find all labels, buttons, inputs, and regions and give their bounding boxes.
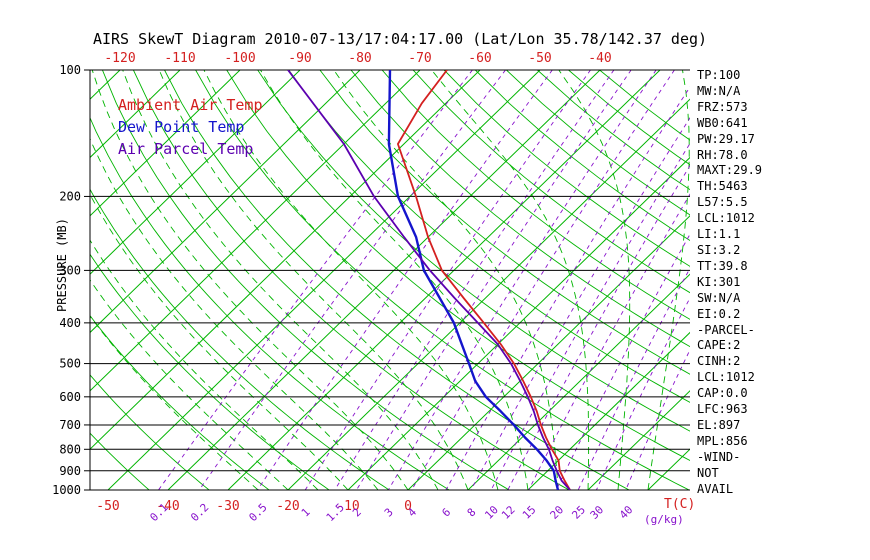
svg-text:0.5: 0.5 — [246, 501, 269, 524]
parcel-curve — [287, 70, 571, 490]
svg-text:700: 700 — [59, 418, 81, 432]
stats-line: SW:N/A — [697, 290, 741, 305]
legend-air-parcel-temp: Air Parcel Temp — [118, 140, 254, 158]
stats-line: CAPE:2 — [697, 338, 741, 353]
stats-line: NOT — [697, 465, 719, 480]
dewpoint-curve — [387, 70, 560, 490]
svg-text:1: 1 — [299, 506, 313, 520]
stats-line: TP:100 — [697, 68, 741, 82]
stats-line: FRZ:573 — [697, 99, 748, 114]
stats-line: AVAIL — [697, 481, 734, 496]
stats-line: WB0:641 — [697, 115, 748, 130]
stats-line: TT:39.8 — [697, 258, 748, 273]
pressure-gridlines — [84, 69, 690, 491]
stats-line: EL:897 — [697, 417, 741, 432]
bottom-axis-labels: -50 -40 -30 -20 -10 0 — [96, 499, 412, 514]
dry-adiabat-lines — [90, 70, 690, 490]
svg-text:30: 30 — [588, 503, 607, 522]
svg-text:-50: -50 — [528, 51, 551, 66]
svg-text:-110: -110 — [164, 51, 195, 66]
stats-line: LI:1.1 — [697, 227, 741, 242]
svg-text:-20: -20 — [276, 499, 299, 514]
stats-line: KI:301 — [697, 274, 741, 289]
svg-text:100: 100 — [59, 63, 81, 77]
svg-text:500: 500 — [59, 357, 81, 371]
svg-text:-50: -50 — [96, 499, 119, 514]
svg-text:300: 300 — [59, 263, 81, 277]
svg-text:-40: -40 — [588, 51, 611, 66]
svg-text:400: 400 — [59, 316, 81, 330]
ambient-temp-curve — [396, 70, 571, 490]
stats-line: LCL:1012 — [697, 211, 755, 226]
svg-text:-40: -40 — [156, 499, 179, 514]
svg-text:-90: -90 — [288, 51, 311, 66]
legend: Ambient Air Temp Dew Point Temp Air Parc… — [118, 94, 263, 160]
stats-line: PW:29.17 — [697, 131, 755, 146]
svg-text:1000: 1000 — [52, 483, 81, 497]
temp-unit-label: T(C) — [664, 497, 695, 512]
stats-line: TH:5463 — [697, 179, 748, 194]
stats-line: EI:0.2 — [697, 306, 741, 321]
svg-text:8: 8 — [465, 506, 479, 520]
stats-line: MW:N/A — [697, 83, 741, 98]
svg-text:900: 900 — [59, 464, 81, 478]
stats-line: CAP:0.0 — [697, 386, 748, 401]
stats-line: LCL:1012 — [697, 370, 755, 385]
svg-text:-100: -100 — [224, 51, 255, 66]
svg-text:0: 0 — [404, 499, 412, 514]
mixing-unit-label: (g/kg) — [644, 513, 684, 526]
svg-text:6: 6 — [439, 506, 453, 520]
svg-text:20: 20 — [548, 503, 567, 522]
svg-text:200: 200 — [59, 189, 81, 203]
stats-line: MPL:856 — [697, 433, 748, 448]
stats-line: SI:3.2 — [697, 242, 741, 257]
svg-text:-60: -60 — [468, 51, 491, 66]
svg-text:-30: -30 — [216, 499, 239, 514]
stats-line: -WIND- — [697, 449, 741, 464]
moist-adiabat-lines — [90, 70, 690, 490]
pressure-tick-labels: 100 200 300 400 500 600 700 800 900 1000 — [52, 63, 81, 497]
svg-text:-120: -120 — [104, 51, 135, 66]
legend-ambient-air-temp: Ambient Air Temp — [118, 96, 263, 114]
stats-line: L57:5.5 — [697, 195, 748, 210]
svg-text:15: 15 — [520, 503, 539, 522]
svg-text:-80: -80 — [348, 51, 371, 66]
stats-line: MAXT:29.9 — [697, 163, 763, 178]
stats-line: -PARCEL- — [697, 322, 755, 337]
svg-text:600: 600 — [59, 390, 81, 404]
stats-line: CINH:2 — [697, 354, 741, 369]
stats-panel: TP:100 MW:N/A FRZ:573 WB0:641 PW:29.17 RH:78.… — [697, 68, 762, 497]
svg-text:25: 25 — [569, 503, 588, 522]
top-axis-labels: -120 -110 -100 -90 -80 -70 -60 -50 -40 — [104, 51, 611, 66]
svg-text:0.2: 0.2 — [188, 501, 211, 524]
pressure-axis-label: PRESSURE (MB) — [55, 218, 69, 312]
svg-text:12: 12 — [499, 503, 518, 522]
legend-dew-point-temp: Dew Point Temp — [118, 118, 245, 136]
svg-text:-70: -70 — [408, 51, 431, 66]
svg-text:800: 800 — [59, 442, 81, 456]
svg-text:40: 40 — [617, 503, 636, 522]
stats-line: RH:78.0 — [697, 147, 748, 162]
chart-title: AIRS SkewT Diagram 2010-07-13/17:04:17.0… — [92, 30, 708, 48]
stats-line: LFC:963 — [697, 402, 748, 417]
svg-text:4: 4 — [405, 505, 419, 519]
svg-text:-10: -10 — [336, 499, 359, 514]
svg-text:3: 3 — [382, 506, 396, 520]
